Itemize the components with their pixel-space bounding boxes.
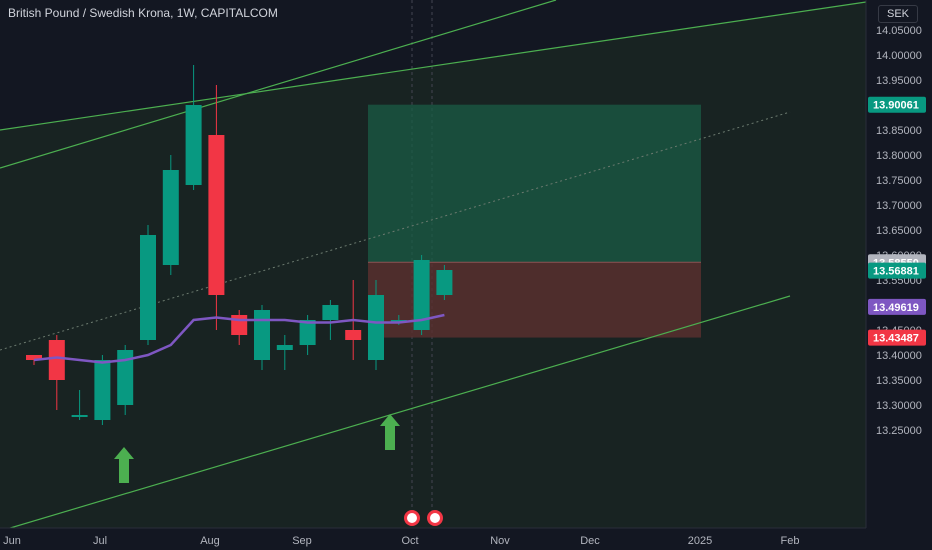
price-tick-label: 13.65000 xyxy=(876,225,922,237)
price-label-text: 13.90061 xyxy=(873,100,919,112)
candle xyxy=(117,345,134,415)
price-tick-label: 14.00000 xyxy=(876,50,922,62)
time-axis xyxy=(0,528,932,550)
price-label: 13.49619 xyxy=(868,298,926,315)
time-tick-label: Jun xyxy=(3,535,21,547)
candle xyxy=(48,335,65,410)
time-tick-label: Dec xyxy=(580,535,600,547)
event-flag-icon-inner xyxy=(430,513,440,523)
candle-body xyxy=(413,260,430,330)
price-tick-label: 13.40000 xyxy=(876,350,922,362)
candle xyxy=(254,305,270,370)
candle xyxy=(94,355,111,425)
chart-title: British Pound / Swedish Krona, 1W, CAPIT… xyxy=(8,6,278,20)
trendline-lower xyxy=(0,295,791,532)
candle-body xyxy=(162,170,179,265)
price-tick-label: 13.25000 xyxy=(876,425,922,437)
candle-body xyxy=(185,105,202,185)
candle-body xyxy=(140,235,156,340)
price-label: 13.43487 xyxy=(868,329,926,346)
candle-body xyxy=(71,415,88,417)
candle-body xyxy=(254,310,270,360)
candle-body xyxy=(276,345,293,350)
candle xyxy=(413,255,430,335)
candle-body xyxy=(94,360,111,420)
candle xyxy=(71,390,88,420)
time-tick-label: Jul xyxy=(93,535,107,547)
price-tick-label: 13.35000 xyxy=(876,375,922,387)
candle-body xyxy=(436,270,453,295)
candle-body xyxy=(368,295,384,360)
up-arrow-icon xyxy=(380,414,400,450)
moving-average-line xyxy=(33,313,445,364)
price-label-text: 13.56881 xyxy=(873,266,919,278)
price-label: 13.56881 xyxy=(868,262,926,279)
time-tick-label: Nov xyxy=(490,535,510,547)
price-tick-label: 13.30000 xyxy=(876,400,922,412)
trendline-upper xyxy=(0,1,867,131)
event-flag-icon-inner xyxy=(407,513,417,523)
time-tick-label: Feb xyxy=(781,535,800,547)
candle-body xyxy=(208,135,225,295)
price-label: 13.90061 xyxy=(868,96,926,113)
target-zone xyxy=(368,104,701,263)
currency-selector[interactable]: SEK xyxy=(877,5,918,23)
price-tick-label: 13.80000 xyxy=(876,150,922,162)
candle-body xyxy=(26,355,42,360)
price-tick-label: 14.05000 xyxy=(876,25,922,37)
price-label-bg xyxy=(868,262,926,279)
time-tick-label: 2025 xyxy=(688,535,712,547)
candle xyxy=(185,65,202,190)
price-tick-label: 13.85000 xyxy=(876,125,922,137)
candle xyxy=(140,225,156,345)
time-tick-label: Oct xyxy=(401,535,418,547)
candle xyxy=(322,300,339,340)
price-tick-label: 13.75000 xyxy=(876,175,922,187)
candle xyxy=(368,280,384,370)
candle-body xyxy=(231,315,248,335)
price-label-bg xyxy=(868,329,926,346)
candle-body xyxy=(390,320,407,322)
time-tick-label: Sep xyxy=(292,535,312,547)
up-arrow-icon xyxy=(114,447,134,483)
candle xyxy=(162,155,179,275)
candle xyxy=(208,85,225,330)
time-tick-label: Aug xyxy=(200,535,220,547)
candle-body xyxy=(117,350,134,405)
candle-body xyxy=(322,305,339,320)
trendline-upper-steep xyxy=(0,0,557,169)
price-tick-label: 13.95000 xyxy=(876,75,922,87)
price-label-bg xyxy=(868,96,926,113)
candle xyxy=(276,335,293,370)
price-label-bg xyxy=(868,298,926,315)
price-label-text: 13.43487 xyxy=(873,333,919,345)
price-label-text: 13.49619 xyxy=(873,302,919,314)
candle xyxy=(436,265,453,300)
candle-body xyxy=(48,340,65,380)
price-tick-label: 13.70000 xyxy=(876,200,922,212)
candle-body xyxy=(299,320,316,345)
candle-body xyxy=(345,330,362,340)
